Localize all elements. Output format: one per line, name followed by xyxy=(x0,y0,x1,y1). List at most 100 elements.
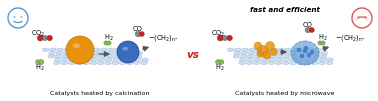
Polygon shape xyxy=(91,58,97,62)
Polygon shape xyxy=(271,48,277,52)
Polygon shape xyxy=(100,51,106,55)
Polygon shape xyxy=(269,58,275,62)
Polygon shape xyxy=(297,61,303,65)
Circle shape xyxy=(36,60,40,64)
Polygon shape xyxy=(255,54,261,58)
Polygon shape xyxy=(69,58,76,62)
Polygon shape xyxy=(292,51,298,55)
Circle shape xyxy=(66,36,94,64)
Polygon shape xyxy=(93,48,100,52)
Polygon shape xyxy=(321,54,327,58)
Polygon shape xyxy=(114,54,120,58)
Text: CO: CO xyxy=(303,22,313,28)
Polygon shape xyxy=(313,54,319,58)
Polygon shape xyxy=(127,61,133,65)
Circle shape xyxy=(305,27,311,33)
Circle shape xyxy=(257,51,263,57)
Polygon shape xyxy=(134,61,140,65)
Circle shape xyxy=(47,35,52,41)
Polygon shape xyxy=(241,51,248,55)
Polygon shape xyxy=(77,54,84,58)
Ellipse shape xyxy=(366,19,369,20)
Polygon shape xyxy=(228,48,234,52)
Polygon shape xyxy=(101,48,107,52)
Polygon shape xyxy=(315,48,321,52)
Text: fast and efficient: fast and efficient xyxy=(250,7,320,13)
Polygon shape xyxy=(233,54,239,58)
Polygon shape xyxy=(261,61,267,65)
Circle shape xyxy=(307,53,311,57)
Polygon shape xyxy=(284,58,290,62)
Polygon shape xyxy=(54,61,60,65)
Polygon shape xyxy=(122,48,129,52)
Circle shape xyxy=(263,51,271,59)
Polygon shape xyxy=(235,48,241,52)
Polygon shape xyxy=(306,54,312,58)
Polygon shape xyxy=(50,48,56,52)
Polygon shape xyxy=(326,61,332,65)
Circle shape xyxy=(217,35,223,41)
Polygon shape xyxy=(78,51,84,55)
Text: $\mathregular{-(CH_2)_n}$-: $\mathregular{-(CH_2)_n}$- xyxy=(335,33,366,43)
Polygon shape xyxy=(76,58,83,62)
Polygon shape xyxy=(57,48,63,52)
Polygon shape xyxy=(256,51,262,55)
Circle shape xyxy=(352,8,372,28)
Circle shape xyxy=(37,35,43,41)
Ellipse shape xyxy=(355,19,358,20)
Polygon shape xyxy=(135,58,141,62)
Polygon shape xyxy=(314,51,320,55)
Polygon shape xyxy=(90,61,96,65)
Polygon shape xyxy=(85,54,91,58)
Circle shape xyxy=(300,54,304,58)
Polygon shape xyxy=(253,61,260,65)
Polygon shape xyxy=(98,58,104,62)
Polygon shape xyxy=(299,54,305,58)
Polygon shape xyxy=(55,58,61,62)
Polygon shape xyxy=(291,54,297,58)
Polygon shape xyxy=(71,51,77,55)
Ellipse shape xyxy=(73,43,80,48)
Ellipse shape xyxy=(358,16,359,18)
Polygon shape xyxy=(285,51,291,55)
Polygon shape xyxy=(62,58,68,62)
Circle shape xyxy=(254,42,262,50)
Circle shape xyxy=(219,60,224,64)
Polygon shape xyxy=(307,51,313,55)
Polygon shape xyxy=(142,58,148,62)
Circle shape xyxy=(135,31,141,37)
Polygon shape xyxy=(64,51,70,55)
Polygon shape xyxy=(262,58,268,62)
Text: $\mathregular{-(CH_2)_n}$-: $\mathregular{-(CH_2)_n}$- xyxy=(147,33,178,43)
Polygon shape xyxy=(83,61,89,65)
Polygon shape xyxy=(249,48,256,52)
Text: vs: vs xyxy=(187,50,200,60)
Polygon shape xyxy=(84,58,90,62)
Polygon shape xyxy=(304,61,311,65)
Polygon shape xyxy=(270,51,277,55)
Polygon shape xyxy=(257,48,263,52)
Polygon shape xyxy=(106,54,113,58)
Circle shape xyxy=(309,28,314,32)
Ellipse shape xyxy=(20,16,23,18)
Circle shape xyxy=(257,45,268,56)
Circle shape xyxy=(139,32,144,36)
Polygon shape xyxy=(249,51,255,55)
Polygon shape xyxy=(105,61,111,65)
Polygon shape xyxy=(291,58,297,62)
Circle shape xyxy=(8,8,28,28)
Polygon shape xyxy=(127,58,133,62)
Polygon shape xyxy=(264,48,270,52)
Polygon shape xyxy=(319,61,325,65)
Text: Catalysts heated by calcination: Catalysts heated by calcination xyxy=(50,90,150,96)
Circle shape xyxy=(42,35,48,41)
Ellipse shape xyxy=(122,47,128,51)
Circle shape xyxy=(271,48,277,56)
Polygon shape xyxy=(56,51,62,55)
Polygon shape xyxy=(99,54,105,58)
Polygon shape xyxy=(119,61,125,65)
Polygon shape xyxy=(115,51,121,55)
Polygon shape xyxy=(141,61,147,65)
Polygon shape xyxy=(293,48,299,52)
Polygon shape xyxy=(298,58,304,62)
